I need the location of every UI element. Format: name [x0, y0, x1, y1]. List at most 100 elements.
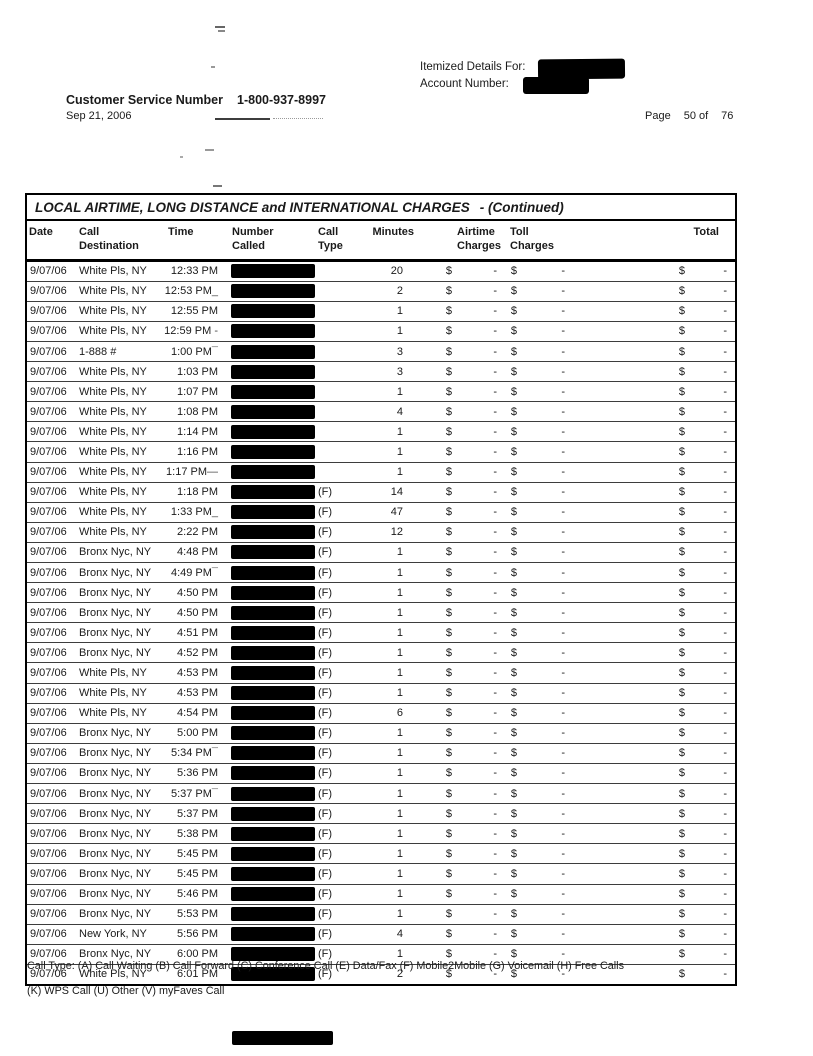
cell-toll-currency: $: [510, 767, 517, 780]
cell-time: 4:52 PM: [177, 646, 218, 659]
account-number-label: Account Number:: [420, 78, 509, 90]
cell-time: 6:00 PM: [177, 948, 218, 961]
cell-minutes: 6: [396, 707, 403, 720]
cell-airtime-amount: -: [493, 707, 497, 720]
table-row: 9/07/06 1-888 #1:00 PM¯ 3 $ - $ - $ -: [27, 342, 735, 363]
cell-airtime-amount: -: [493, 888, 497, 901]
cell-total-currency: $: [678, 365, 685, 378]
cell-time: 4:49 PM¯: [170, 566, 218, 579]
cell-toll-amount: -: [561, 908, 565, 921]
scan-artifact: ¯: [211, 747, 218, 760]
cell-airtime-currency: $: [445, 687, 452, 700]
cell-call-type: (F): [318, 506, 333, 519]
redaction-number-called: [231, 304, 315, 319]
cell-airtime-currency: $: [445, 626, 452, 639]
cell-total-currency: $: [678, 486, 685, 499]
scan-artifact: [218, 30, 225, 32]
scan-artifact: [205, 149, 214, 151]
cell-number-called: [218, 605, 315, 620]
cell-minutes: 47: [390, 506, 403, 519]
redaction-number-called: [231, 585, 315, 600]
cell-total-amount: -: [723, 285, 727, 298]
cell-total-currency: $: [678, 667, 685, 680]
cell-destination: White Pls, NY: [79, 526, 147, 539]
cell-minutes: 1: [396, 626, 403, 639]
cell-toll-currency: $: [510, 667, 517, 680]
table-row: 9/07/06 White Pls, NY 1:07 PM 1 $ - $ - $ -: [27, 382, 735, 403]
cell-airtime-currency: $: [445, 968, 452, 981]
cell-destination: White Pls, NY: [79, 445, 147, 458]
cell-airtime-amount: -: [493, 827, 497, 840]
cell-toll-amount: -: [561, 265, 565, 278]
cell-destination: Bronx Nyc, NY: [79, 908, 152, 921]
cell-number-called: [218, 846, 315, 861]
cell-total-currency: $: [678, 405, 685, 418]
cell-time: 4:53 PM: [177, 667, 218, 680]
cell-airtime-currency: $: [445, 727, 452, 740]
cell-total-currency: $: [678, 566, 685, 579]
cell-total-currency: $: [678, 445, 685, 458]
cell-airtime-currency: $: [445, 486, 452, 499]
table-row: 9/07/06 White Pls, NY 12:55 PM 1 $ - $ - $ -: [27, 302, 735, 322]
table-row: 9/07/06 White Pls, NY 1:33 PM_ (F) 47 $ - $ - $ -: [27, 503, 735, 523]
cell-call-type: (F): [318, 747, 333, 760]
redaction-number-called: [231, 404, 315, 419]
cell-total-amount: -: [723, 767, 727, 780]
cell-destination: Bronx Nyc, NY: [79, 606, 152, 619]
cell-minutes: 1: [396, 747, 403, 760]
cell-toll-currency: $: [510, 546, 517, 559]
cell-minutes: 1: [396, 727, 403, 740]
cell-airtime-amount: -: [493, 445, 497, 458]
cell-toll-currency: $: [510, 747, 517, 760]
cell-number-called: [218, 947, 315, 962]
cell-toll-currency: $: [510, 385, 517, 398]
cell-total-amount: -: [723, 707, 727, 720]
call-type-legend-line2: (K) WPS Call (U) Other (V) myFaves Call: [27, 985, 225, 997]
cell-destination: White Pls, NY: [79, 506, 147, 519]
cell-number-called: [218, 384, 315, 399]
cell-toll-currency: $: [510, 928, 517, 941]
cell-toll-amount: -: [561, 546, 565, 559]
table-row: 9/07/06 White Pls, NY 1:14 PM 1 $ - $ - $ -: [27, 422, 735, 443]
table-row: 9/07/06 White Pls, NY 4:53 PM (F) 1 $ - $ - $ -: [27, 684, 735, 704]
scan-artifact: [215, 26, 225, 28]
cell-date: 9/07/06: [30, 667, 67, 680]
cell-airtime-currency: $: [445, 265, 452, 278]
cell-number-called: [218, 806, 315, 821]
scan-artifact: —: [207, 466, 218, 479]
cell-total-amount: -: [723, 305, 727, 318]
cell-total-amount: -: [723, 325, 727, 338]
table-row: 9/07/06 White Pls, NY 4:54 PM (F) 6 $ - $ - $ -: [27, 704, 735, 724]
cell-airtime-amount: -: [493, 466, 497, 479]
cell-time: 5:45 PM: [177, 847, 218, 860]
cell-call-type: (F): [318, 968, 333, 981]
cell-toll-currency: $: [510, 405, 517, 418]
scan-artifact: [211, 66, 215, 68]
redaction-number-called: [231, 927, 315, 942]
cell-total-currency: $: [678, 948, 685, 961]
cell-time: 1:08 PM: [177, 405, 218, 418]
cell-airtime-currency: $: [445, 888, 452, 901]
table-row: 9/07/06 White Pls, NY 1:16 PM 1 $ - $ - $ -: [27, 442, 735, 463]
cell-airtime-currency: $: [445, 305, 452, 318]
cell-toll-currency: $: [510, 425, 517, 438]
cell-total-currency: $: [678, 807, 685, 820]
cell-total-currency: $: [678, 526, 685, 539]
cell-number-called: [218, 545, 315, 560]
cell-toll-amount: -: [561, 486, 565, 499]
cell-airtime-amount: -: [493, 807, 497, 820]
cell-toll-amount: -: [561, 425, 565, 438]
page-indicator: Page 50 of 76: [645, 110, 733, 122]
cell-toll-currency: $: [510, 626, 517, 639]
cell-number-called: [218, 465, 315, 480]
redaction-number-called: [231, 344, 315, 359]
cell-airtime-currency: $: [445, 606, 452, 619]
table-header-row: Date Call Destination Time Number Called…: [27, 221, 735, 262]
redaction-number-called: [231, 364, 315, 379]
redaction-number-called: [231, 726, 315, 741]
cell-call-type: (F): [318, 727, 333, 740]
cell-destination: New York, NY: [79, 928, 147, 941]
cell-call-type: (F): [318, 606, 333, 619]
redaction-number-called: [231, 826, 315, 841]
cell-time: 5:53 PM: [177, 908, 218, 921]
